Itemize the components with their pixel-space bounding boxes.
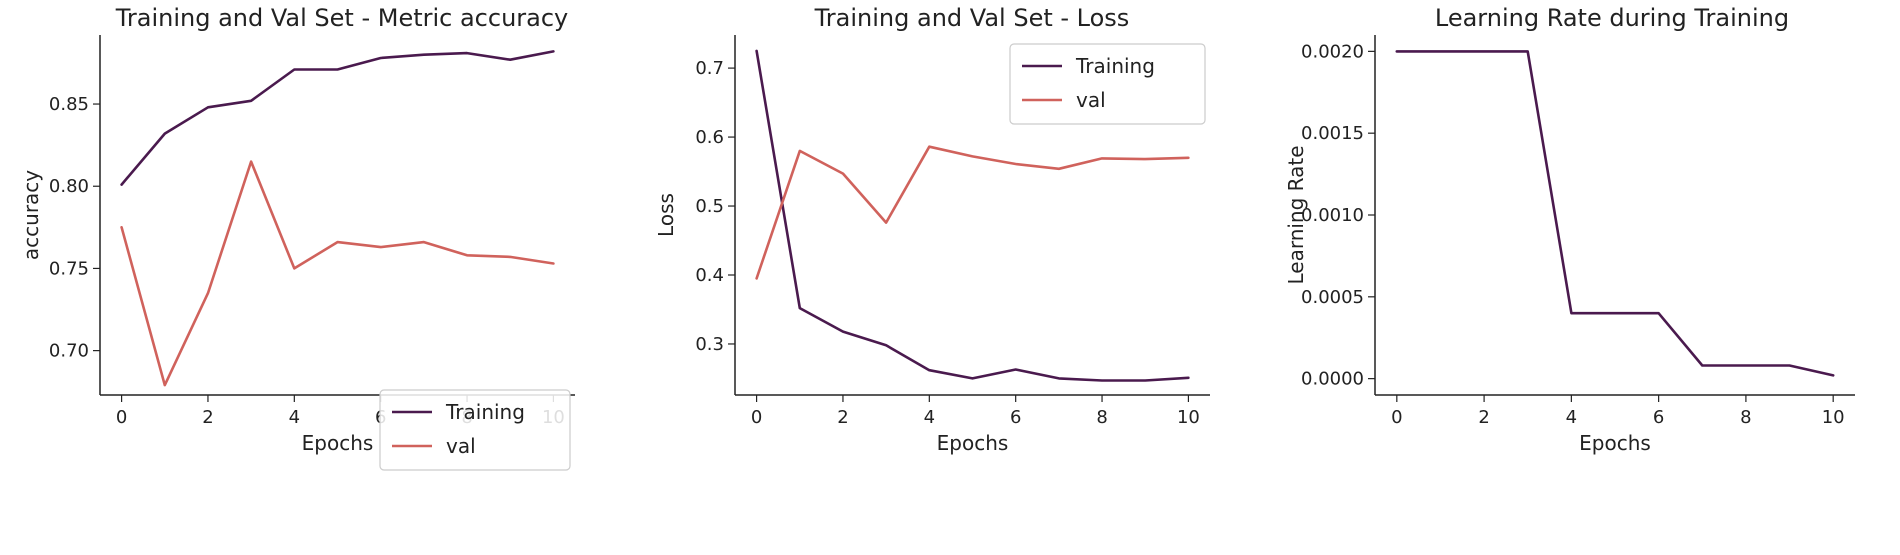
y-tick-label: 0.0020 bbox=[1301, 41, 1364, 62]
legend-box bbox=[379, 389, 571, 471]
x-tick-label: 0 bbox=[1391, 407, 1402, 428]
legend-entry: Training bbox=[445, 400, 525, 424]
y-axis-label: Loss bbox=[654, 193, 678, 237]
x-tick-label: 0 bbox=[751, 407, 762, 428]
chart-title: Learning Rate during Training bbox=[1435, 4, 1789, 32]
y-axis-label: Learning Rate bbox=[1284, 145, 1308, 284]
x-tick-label: 0 bbox=[116, 407, 127, 428]
x-tick-label: 6 bbox=[1653, 407, 1664, 428]
chart-title: Training and Val Set - Loss bbox=[814, 4, 1130, 32]
series-line-training bbox=[755, 49, 1190, 382]
y-tick-label: 0.85 bbox=[49, 94, 89, 115]
series-line-learning-rate bbox=[1395, 50, 1835, 377]
y-tick-label: 0.7 bbox=[695, 58, 724, 79]
x-tick-label: 8 bbox=[1740, 407, 1751, 428]
y-tick-label: 0.75 bbox=[49, 258, 89, 279]
y-tick-label: 0.4 bbox=[695, 265, 724, 286]
legend-entry: val bbox=[1076, 88, 1106, 112]
chart-title: Training and Val Set - Metric accuracy bbox=[115, 4, 569, 32]
x-tick-label: 4 bbox=[1566, 407, 1577, 428]
x-tick-label: 10 bbox=[1177, 407, 1200, 428]
x-tick-label: 8 bbox=[1096, 407, 1107, 428]
legend: Training val bbox=[379, 389, 571, 471]
y-tick-label: 0.80 bbox=[49, 176, 89, 197]
series-line-training bbox=[120, 50, 555, 186]
y-tick-label: 0.0005 bbox=[1301, 287, 1364, 308]
x-tick-label: 2 bbox=[1478, 407, 1489, 428]
legend-box bbox=[1009, 43, 1206, 125]
x-tick-label: 6 bbox=[1010, 407, 1021, 428]
y-axis-label: accuracy bbox=[19, 170, 43, 260]
y-tick-label: 0.0010 bbox=[1301, 205, 1364, 226]
x-tick-label: 4 bbox=[289, 407, 300, 428]
x-axis-label: Epochs bbox=[937, 431, 1009, 455]
x-tick-label: 4 bbox=[924, 407, 935, 428]
series-line-val bbox=[755, 145, 1190, 280]
y-tick-label: 0.3 bbox=[695, 334, 724, 355]
x-axis-label: Epochs bbox=[302, 431, 374, 455]
y-tick-label: 0.5 bbox=[695, 196, 724, 217]
legend-entry: val bbox=[446, 434, 476, 458]
legend-entry: Training bbox=[1075, 54, 1155, 78]
accuracy-panel: Training and Val Set - Metric accuracy 0 2… bbox=[19, 4, 575, 471]
x-axis-label: Epochs bbox=[1579, 431, 1651, 455]
x-tick-label: 2 bbox=[837, 407, 848, 428]
learning-rate-panel: Learning Rate during Training 0 2 4 6 8 10 0.00… bbox=[1284, 4, 1855, 455]
x-tick-label: 10 bbox=[1822, 407, 1845, 428]
series-line-val bbox=[120, 160, 555, 387]
y-tick-label: 0.0015 bbox=[1301, 123, 1364, 144]
y-tick-label: 0.6 bbox=[695, 127, 724, 148]
loss-panel: Training and Val Set - Loss 0 2 4 6 8 10 0.3 0.4… bbox=[654, 4, 1210, 455]
y-tick-label: 0.0000 bbox=[1301, 369, 1364, 390]
x-tick-label: 2 bbox=[202, 407, 213, 428]
y-tick-label: 0.70 bbox=[49, 341, 89, 362]
legend: Training val bbox=[1009, 43, 1206, 125]
